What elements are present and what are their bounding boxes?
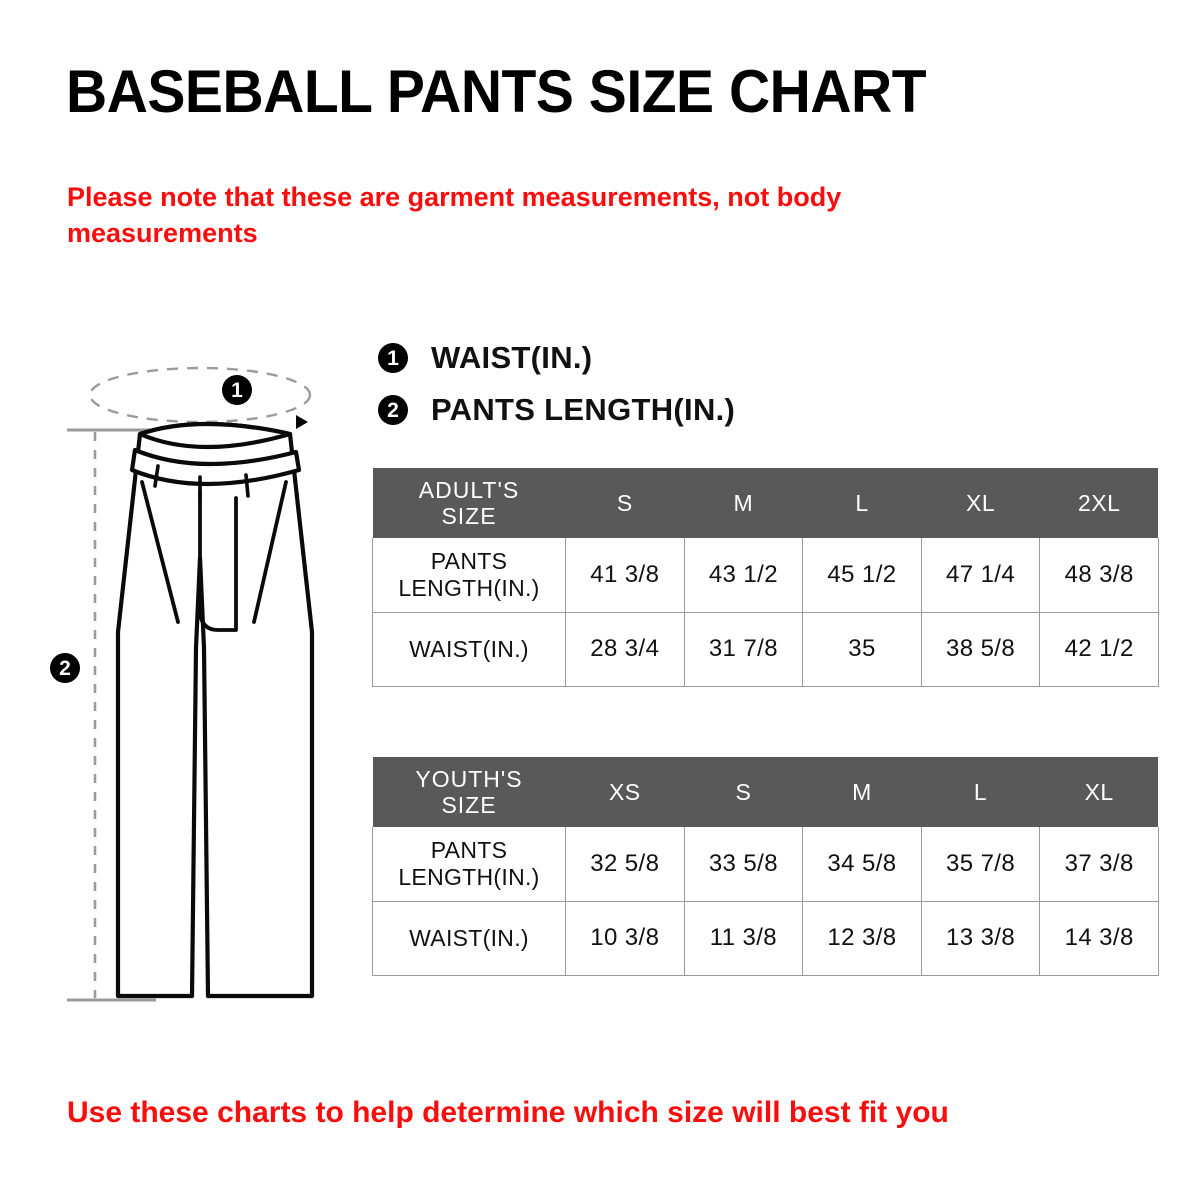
adult-table-header-l: L: [802, 468, 922, 538]
adult-row0-label-line-1: PANTS: [430, 548, 508, 575]
adult-waist-l: 35: [802, 612, 922, 687]
table-row: WAIST(IN.) 28 3/4 31 7/8 35 38 5/8 42 1/…: [372, 612, 1159, 687]
pants-fly: [198, 488, 238, 632]
legend-label-pants-length: PANTS LENGTH(IN.): [431, 392, 736, 427]
pants-outline: [115, 421, 315, 999]
adult-pants-length-m: 43 1/2: [683, 538, 804, 613]
adult-pants-length-xl: 47 1/4: [920, 538, 1041, 613]
adult-pants-length-2xl: 48 3/8: [1039, 538, 1159, 613]
youth-waist-xl: 14 3/8: [1039, 901, 1159, 976]
youth-size-table: YOUTH'S SIZE XS S M L XL PANTS LENGTH(IN…: [372, 757, 1159, 976]
waistband-band: [129, 447, 302, 487]
youth-waist-l: 13 3/8: [920, 901, 1041, 976]
adult-pants-length-s: 41 3/8: [565, 538, 685, 613]
youth-waist-xs: 10 3/8: [565, 901, 685, 976]
youth-waist-s: 11 3/8: [683, 901, 804, 976]
adult-waist-xl: 38 5/8: [920, 612, 1041, 687]
adult-table-header-size: ADULT'S SIZE: [372, 468, 566, 538]
waist-measure-ellipse-icon: [88, 366, 312, 424]
adult-table-header-row: ADULT'S SIZE S M L XL 2XL: [372, 468, 1159, 538]
youth-waist-m: 12 3/8: [802, 901, 922, 976]
adult-row-label-pants-length: PANTS LENGTH(IN.): [372, 538, 566, 613]
youth-row-label-pants-length: PANTS LENGTH(IN.): [372, 827, 566, 902]
belt-loop-line-left: [153, 464, 160, 488]
legend-label-waist: WAIST(IN.): [431, 340, 593, 375]
adult-pants-length-l: 45 1/2: [802, 538, 922, 613]
fit-guidance-note: Use these charts to help determine which…: [67, 1096, 949, 1129]
adult-header-line-2: SIZE: [441, 503, 497, 529]
table-row: PANTS LENGTH(IN.) 32 5/8 33 5/8 34 5/8 3…: [372, 827, 1159, 902]
adult-table-header-2xl: 2XL: [1039, 468, 1159, 538]
table-row: WAIST(IN.) 10 3/8 11 3/8 12 3/8 13 3/8 1…: [372, 901, 1159, 976]
pocket-left: [140, 480, 180, 624]
youth-pants-length-l: 35 7/8: [920, 827, 1041, 902]
youth-header-line-2: SIZE: [441, 792, 497, 818]
youth-table-header-row: YOUTH'S SIZE XS S M L XL: [372, 757, 1159, 827]
youth-table-header-xs: XS: [565, 757, 685, 827]
youth-row0-label-line-1: PANTS: [430, 837, 508, 864]
adult-header-line-1: ADULT'S: [418, 476, 520, 503]
table-row: PANTS LENGTH(IN.) 41 3/8 43 1/2 45 1/2 4…: [372, 538, 1159, 613]
adult-waist-m: 31 7/8: [683, 612, 804, 687]
pants-body-path: [115, 421, 315, 999]
marker-one-icon: 1: [378, 343, 408, 373]
youth-pants-length-m: 34 5/8: [802, 827, 922, 902]
belt-loop-line-center-right: [244, 473, 250, 498]
adult-waist-2xl: 42 1/2: [1039, 612, 1159, 687]
measurement-disclaimer-note: Please note that these are garment measu…: [67, 182, 842, 248]
youth-row-label-waist: WAIST(IN.): [372, 901, 566, 976]
youth-table-header-xl: XL: [1039, 757, 1159, 827]
waist-measure-arrow-icon: [296, 415, 308, 429]
legend-item-pants-length: 2 PANTS LENGTH(IN.): [378, 388, 735, 432]
youth-table-header-m: M: [802, 757, 922, 827]
youth-pants-length-xs: 32 5/8: [565, 827, 685, 902]
pocket-right: [252, 480, 288, 624]
adult-row-label-waist: WAIST(IN.): [372, 612, 566, 687]
youth-pants-length-xl: 37 3/8: [1039, 827, 1159, 902]
illustration-marker-two-icon: 2: [50, 653, 80, 683]
illustration-marker-one-icon: 1: [222, 375, 252, 405]
adult-size-table: ADULT'S SIZE S M L XL 2XL PANTS LENGTH(I…: [372, 468, 1159, 687]
youth-row0-label-line-2: LENGTH(IN.): [398, 863, 540, 890]
adult-table-header-m: M: [684, 468, 803, 538]
measurement-legend: 1 WAIST(IN.) 2 PANTS LENGTH(IN.): [378, 336, 735, 440]
adult-table-header-s: S: [565, 468, 685, 538]
adult-row0-label-line-2: LENGTH(IN.): [398, 574, 540, 601]
pants-illustration: 1 2: [50, 330, 370, 1020]
youth-row1-label-line-1: WAIST(IN.): [409, 924, 529, 951]
adult-table-header-xl: XL: [921, 468, 1040, 538]
adult-waist-s: 28 3/4: [565, 612, 685, 687]
waistband-top-ellipse: [137, 421, 293, 450]
youth-table-header-l: L: [921, 757, 1040, 827]
page-title: BASEBALL PANTS SIZE CHART: [66, 58, 927, 125]
youth-pants-length-s: 33 5/8: [683, 827, 804, 902]
youth-table-header-s: S: [684, 757, 803, 827]
pants-diagram-svg: [67, 366, 315, 1002]
adult-row1-label-line-1: WAIST(IN.): [409, 635, 529, 662]
youth-table-header-size: YOUTH'S SIZE: [372, 757, 566, 827]
legend-item-waist: 1 WAIST(IN.): [378, 336, 735, 380]
youth-header-line-1: YOUTH'S: [415, 765, 523, 792]
marker-two-icon: 2: [378, 395, 408, 425]
